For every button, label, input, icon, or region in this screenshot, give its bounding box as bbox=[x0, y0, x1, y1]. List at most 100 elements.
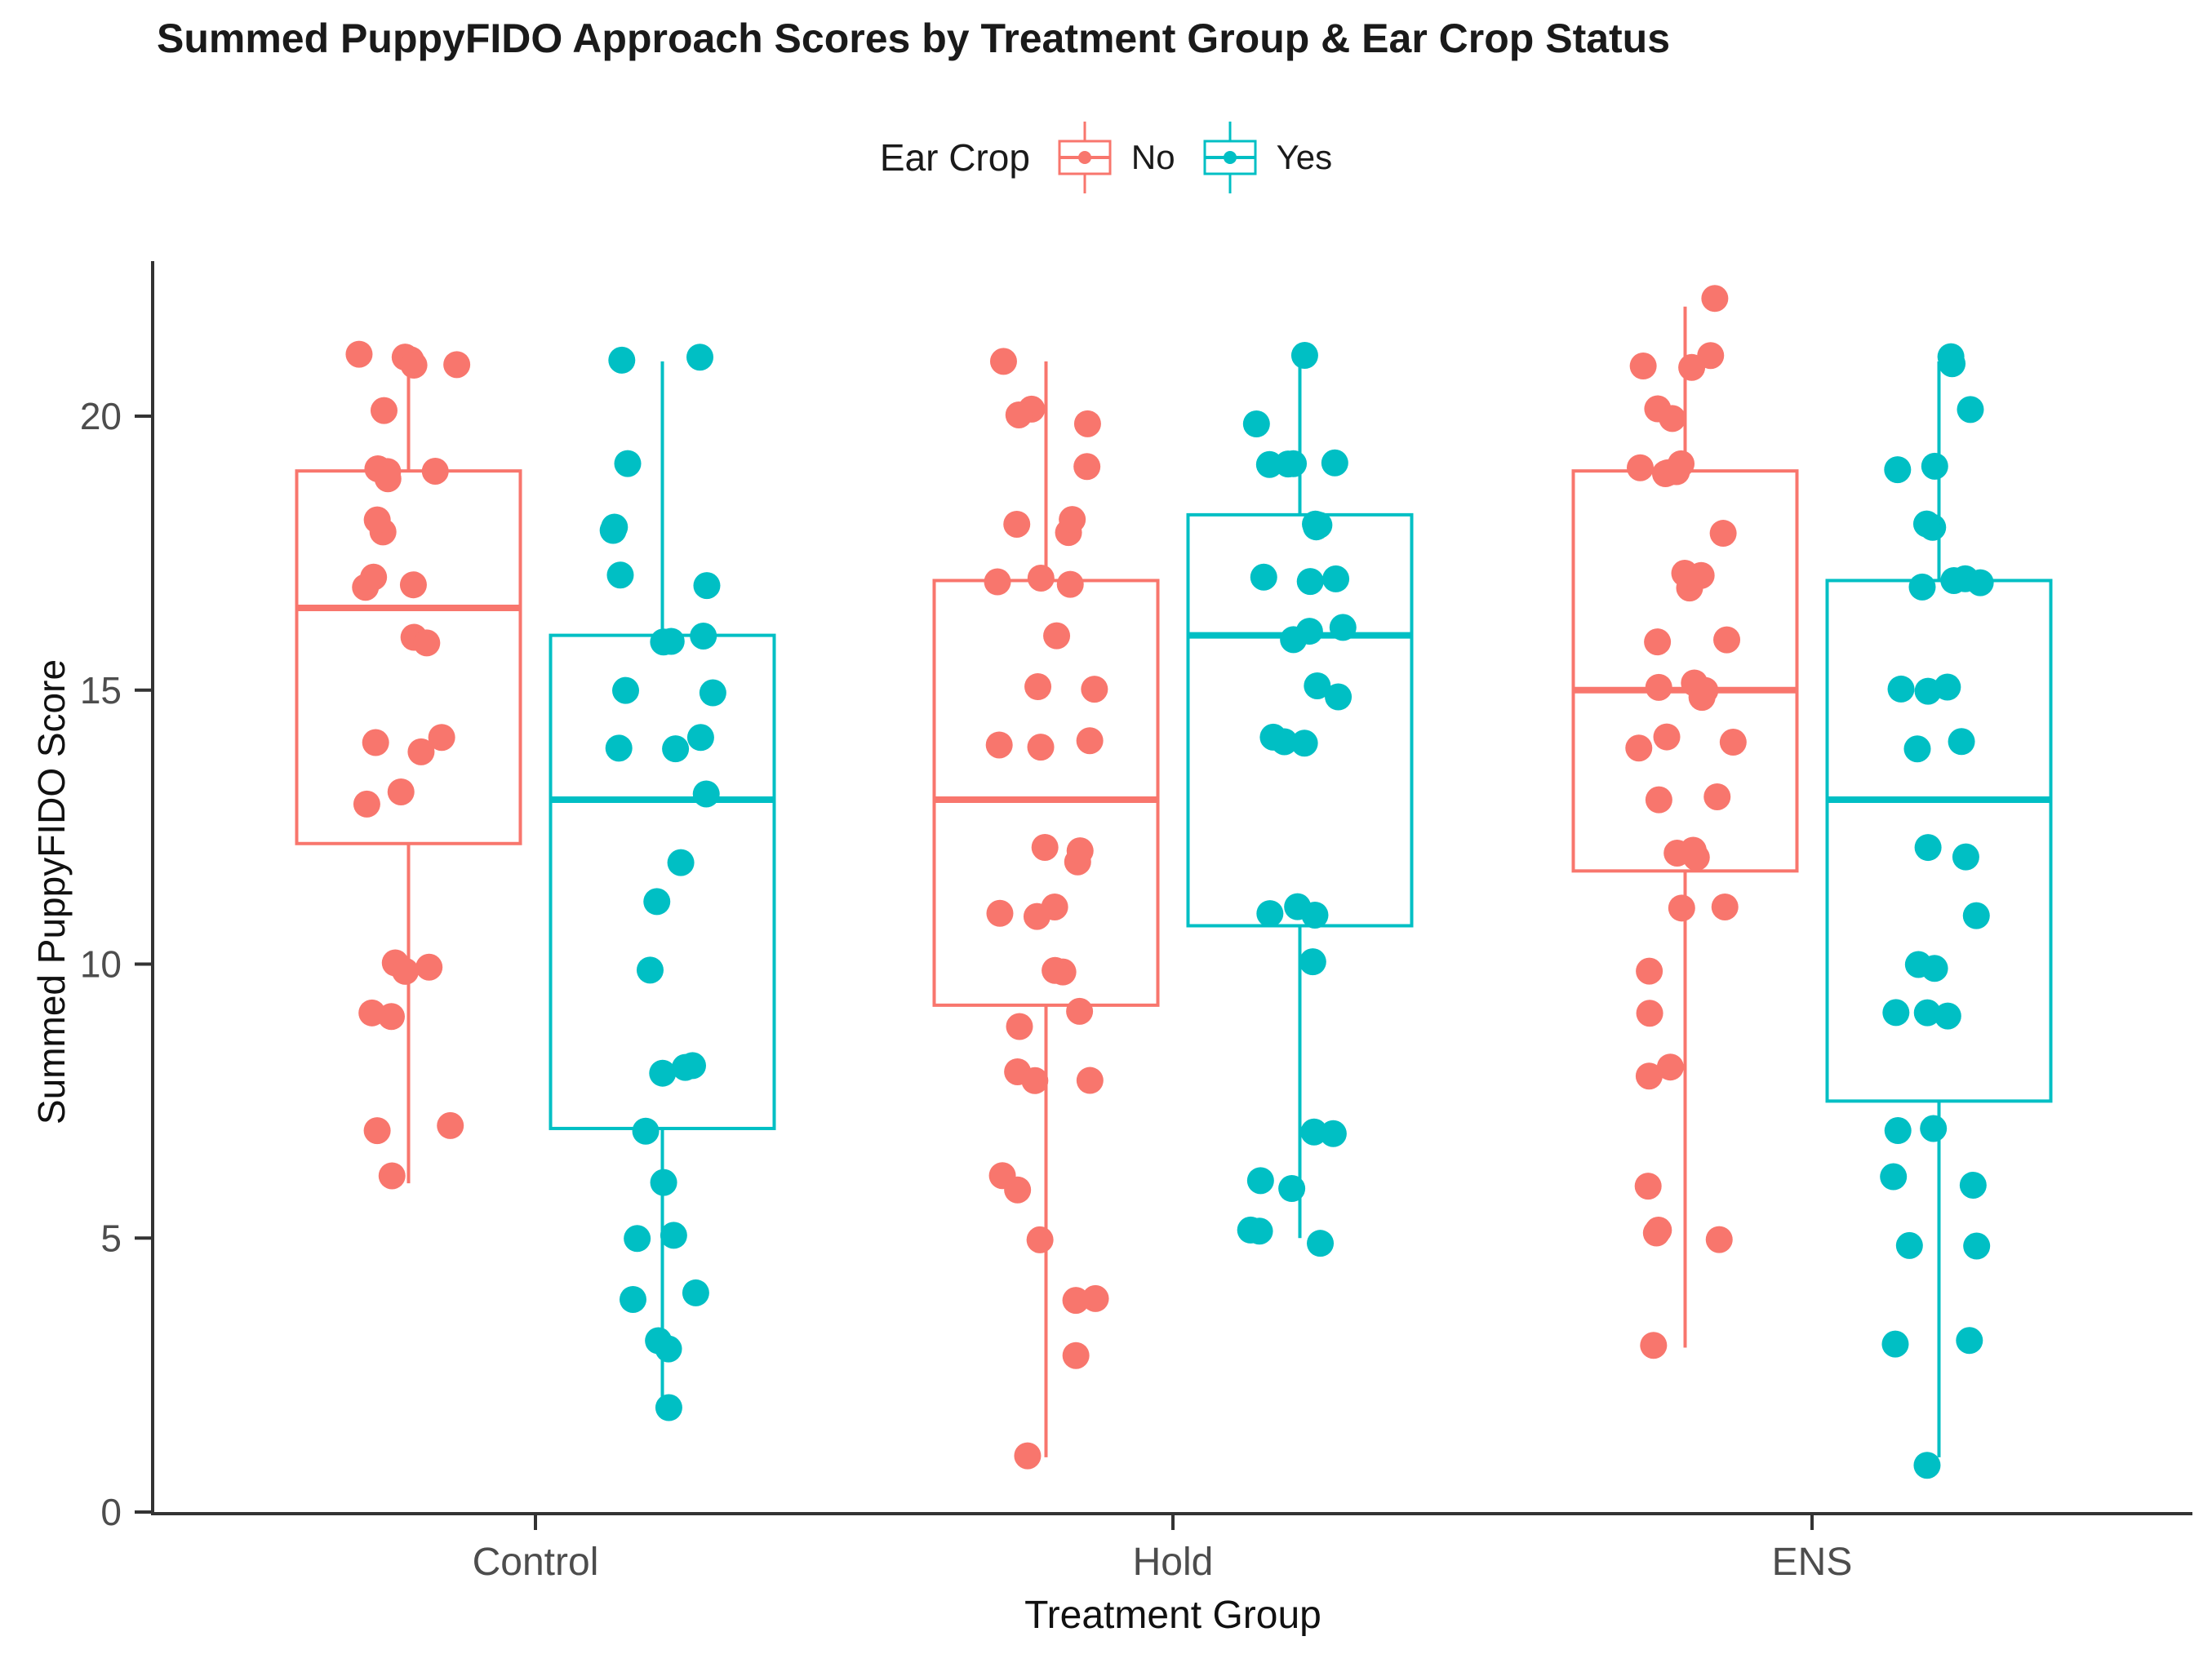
y-tick-label: 20 bbox=[80, 395, 122, 437]
data-point bbox=[1627, 454, 1655, 481]
data-point bbox=[437, 1111, 464, 1139]
data-point bbox=[1719, 729, 1747, 756]
box-hold-no bbox=[932, 579, 1160, 1007]
data-point bbox=[1705, 1226, 1733, 1253]
data-point bbox=[1904, 951, 1932, 978]
data-point bbox=[650, 628, 677, 656]
x-tick-label: Hold bbox=[1133, 1541, 1214, 1584]
data-point bbox=[1956, 1327, 1983, 1355]
y-tick-label: 0 bbox=[100, 1491, 122, 1533]
data-point bbox=[1636, 957, 1663, 985]
data-point bbox=[989, 348, 1017, 375]
data-point bbox=[1914, 677, 1942, 705]
data-point bbox=[1073, 410, 1101, 437]
data-point bbox=[606, 561, 634, 589]
data-point bbox=[353, 790, 380, 818]
data-point bbox=[1914, 834, 1942, 862]
legend-item-yes: Yes bbox=[1198, 118, 1333, 197]
data-point bbox=[1003, 510, 1031, 538]
data-point bbox=[1073, 453, 1101, 481]
data-point bbox=[619, 1285, 646, 1313]
legend-key-shape bbox=[1077, 151, 1091, 164]
data-point bbox=[1691, 676, 1719, 704]
data-point bbox=[413, 629, 441, 657]
data-point bbox=[624, 1225, 651, 1253]
legend-item-no: No bbox=[1053, 118, 1175, 197]
legend-label-no: No bbox=[1130, 138, 1175, 176]
data-point bbox=[1636, 1000, 1663, 1027]
data-point bbox=[1629, 353, 1657, 380]
data-point bbox=[1948, 728, 1975, 756]
data-point bbox=[1322, 565, 1350, 592]
data-point bbox=[1031, 833, 1059, 861]
data-point bbox=[662, 735, 690, 763]
data-point bbox=[378, 1162, 406, 1190]
data-point bbox=[1066, 997, 1094, 1025]
data-point bbox=[400, 351, 428, 379]
data-point bbox=[1325, 683, 1353, 711]
data-point bbox=[693, 572, 721, 600]
data-point bbox=[599, 517, 627, 544]
data-point bbox=[686, 344, 714, 371]
data-point bbox=[1026, 1226, 1054, 1253]
data-point bbox=[1006, 1013, 1033, 1040]
data-point bbox=[986, 899, 1014, 927]
data-point bbox=[1939, 350, 1966, 378]
data-point bbox=[1259, 723, 1287, 751]
x-tick-label: ENS bbox=[1772, 1541, 1853, 1584]
data-point bbox=[1963, 1232, 1991, 1260]
data-point bbox=[1962, 902, 1990, 929]
data-point bbox=[1884, 1117, 1912, 1145]
data-point bbox=[1237, 1216, 1264, 1244]
data-point bbox=[1290, 342, 1318, 370]
y-tick-label: 10 bbox=[80, 943, 122, 986]
data-point bbox=[1625, 734, 1653, 762]
data-point bbox=[1056, 570, 1084, 598]
data-point bbox=[608, 346, 636, 374]
chart-title: Summed PuppyFIDO Approach Scores by Trea… bbox=[157, 16, 1671, 61]
data-point bbox=[1256, 900, 1284, 928]
data-point bbox=[1242, 410, 1270, 438]
data-point bbox=[407, 738, 435, 765]
data-point bbox=[686, 724, 714, 752]
data-point bbox=[649, 1059, 677, 1087]
data-point bbox=[1004, 1176, 1032, 1204]
data-point bbox=[1908, 573, 1936, 601]
data-point bbox=[1903, 735, 1931, 763]
data-point bbox=[1246, 1167, 1274, 1195]
data-point bbox=[363, 1117, 391, 1145]
data-point bbox=[1005, 401, 1033, 429]
data-point bbox=[1959, 1171, 1987, 1199]
data-point bbox=[1305, 512, 1333, 539]
y-axis-title: Summed PuppyFIDO Score bbox=[30, 659, 73, 1125]
data-point bbox=[1041, 893, 1068, 920]
data-point bbox=[1678, 353, 1706, 381]
data-point bbox=[1645, 786, 1672, 814]
data-point bbox=[1913, 1452, 1941, 1479]
data-point bbox=[374, 465, 402, 493]
data-point bbox=[1966, 569, 1994, 596]
data-point bbox=[655, 1394, 682, 1421]
data-point bbox=[1321, 449, 1348, 477]
data-point bbox=[1304, 672, 1331, 699]
data-point bbox=[1278, 1175, 1306, 1203]
data-point bbox=[1895, 1231, 1923, 1259]
x-tick-label: Control bbox=[473, 1541, 599, 1584]
legend-title: Ear Crop bbox=[879, 136, 1030, 179]
data-point bbox=[984, 568, 1011, 596]
legend-label-yes: Yes bbox=[1276, 138, 1333, 176]
data-point bbox=[1081, 676, 1108, 703]
data-point bbox=[612, 676, 640, 704]
data-point bbox=[1059, 506, 1086, 534]
data-point bbox=[1250, 563, 1277, 591]
boxplot-key-icon-yes bbox=[1203, 122, 1257, 193]
data-point bbox=[985, 731, 1013, 759]
data-point bbox=[614, 450, 642, 477]
data-point bbox=[1296, 568, 1324, 596]
data-point bbox=[1653, 723, 1681, 751]
data-point bbox=[1957, 396, 1984, 424]
boxplot-key-icon-no bbox=[1058, 122, 1112, 193]
y-tick-label: 5 bbox=[100, 1217, 122, 1259]
data-point bbox=[1290, 730, 1318, 757]
